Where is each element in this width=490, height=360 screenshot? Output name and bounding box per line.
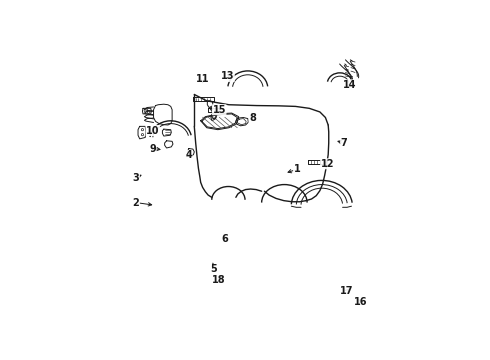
Text: 6: 6 xyxy=(221,234,228,244)
Text: 14: 14 xyxy=(343,80,356,90)
Text: 5: 5 xyxy=(210,264,217,274)
Text: 17: 17 xyxy=(340,286,353,296)
Text: 7: 7 xyxy=(341,138,347,148)
Text: 2: 2 xyxy=(133,198,140,208)
Text: 15: 15 xyxy=(213,105,226,115)
Text: 10: 10 xyxy=(146,126,159,135)
Text: 12: 12 xyxy=(320,159,334,169)
Text: 16: 16 xyxy=(354,297,368,307)
Text: 9: 9 xyxy=(149,144,156,153)
Text: 3: 3 xyxy=(133,173,140,183)
Text: 4: 4 xyxy=(185,150,192,161)
Text: 11: 11 xyxy=(196,74,209,84)
Text: 8: 8 xyxy=(249,113,256,123)
Text: 13: 13 xyxy=(221,72,234,81)
Text: 18: 18 xyxy=(213,275,226,285)
Text: 1: 1 xyxy=(294,164,300,174)
